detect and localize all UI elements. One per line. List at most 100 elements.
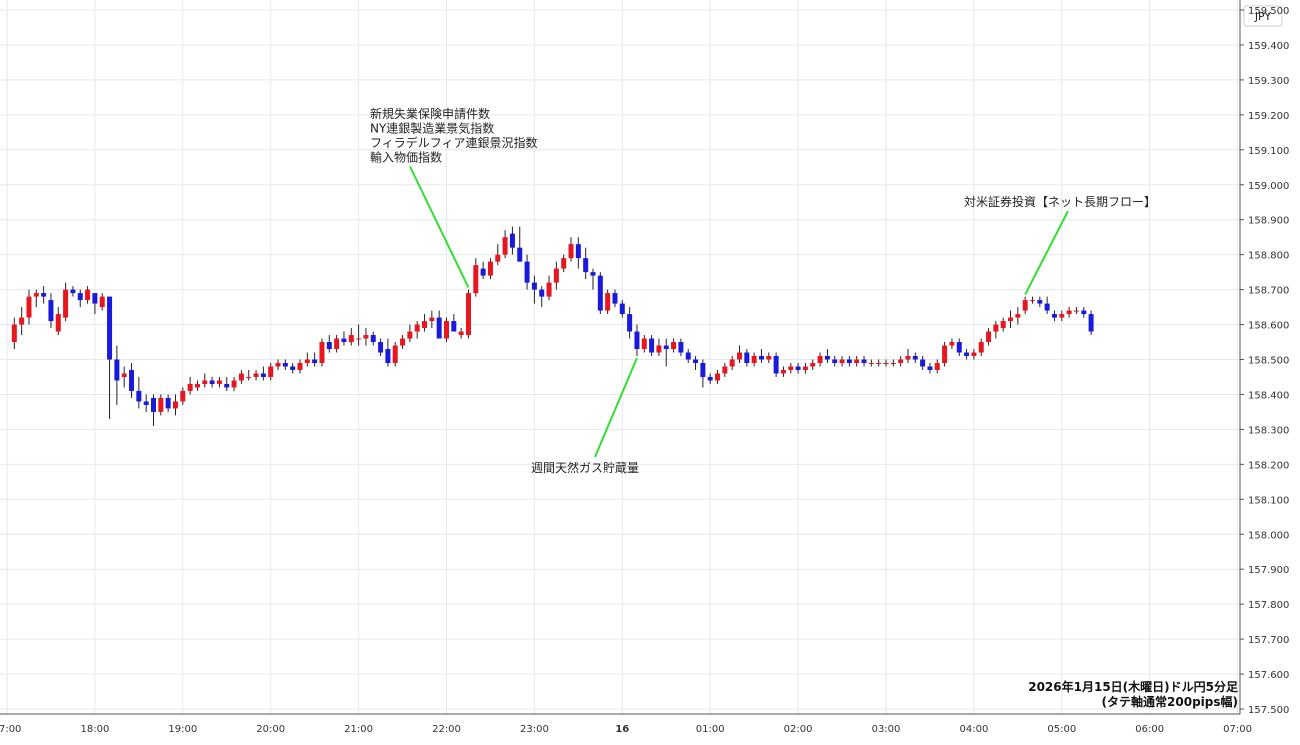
candle-body [883, 362, 889, 364]
candle-body [268, 366, 274, 377]
time-tick-label: 22:00 [432, 724, 461, 735]
candle [246, 369, 252, 381]
candle [429, 310, 435, 329]
candle [33, 289, 39, 308]
candle [129, 362, 135, 398]
candle-body [187, 383, 193, 391]
candle [817, 352, 823, 367]
candle [546, 275, 552, 301]
candle-body [509, 233, 515, 248]
annotation-label: フィラデルフィア連銀景況指数 [370, 135, 538, 150]
annotation-leader-line [594, 357, 638, 458]
candle [619, 300, 625, 318]
time-tick-label: 07:00 [1223, 724, 1252, 735]
candle [509, 226, 515, 255]
candle [839, 356, 845, 367]
currency-badge[interactable] [1243, 5, 1283, 27]
candle [773, 352, 779, 377]
candle-body [143, 401, 149, 405]
candle [964, 349, 970, 360]
price-tick-label: 158.800 [1248, 251, 1289, 262]
candle [824, 349, 830, 363]
candle [1051, 310, 1057, 322]
candle [949, 338, 955, 350]
candle [363, 328, 369, 346]
candle [898, 356, 904, 367]
annotation-leader-line [1024, 210, 1069, 296]
candle-body [231, 380, 237, 388]
candle [319, 338, 325, 367]
candle-body [627, 314, 633, 332]
candle-body [436, 317, 442, 339]
candle [487, 258, 493, 280]
candle [19, 307, 25, 336]
time-tick-label: 19:00 [168, 724, 197, 735]
candle-body [854, 359, 860, 363]
candle [180, 387, 186, 405]
candle-body [26, 296, 32, 318]
price-tick-label: 158.200 [1248, 460, 1289, 471]
candle-body [993, 324, 999, 332]
candle-body [312, 359, 318, 363]
candle [986, 328, 992, 346]
price-tick-label: 158.500 [1248, 356, 1289, 367]
candle-body [634, 331, 640, 350]
candle [524, 254, 530, 290]
candle [890, 359, 896, 367]
candle [260, 366, 266, 381]
annotation-label: 新規失業保険申請件数 [370, 106, 490, 121]
candle [700, 359, 706, 388]
candle [1044, 296, 1050, 315]
candle [846, 356, 852, 367]
candle-body [868, 362, 874, 364]
candle [107, 296, 113, 419]
candle [553, 261, 559, 290]
price-tick-label: 159.000 [1248, 181, 1289, 192]
price-tick-label: 157.900 [1248, 565, 1289, 576]
candle-body [480, 268, 486, 276]
candle-body [63, 289, 69, 318]
time-tick-label: 16 [615, 724, 629, 735]
candle [927, 362, 933, 374]
candle [612, 289, 618, 308]
price-tick-label: 158.900 [1248, 216, 1289, 227]
candle [1015, 307, 1021, 325]
candle-body [114, 359, 120, 381]
candle [1008, 310, 1014, 329]
candle [268, 362, 274, 381]
candle-body [1015, 314, 1021, 318]
candle-body [275, 362, 281, 367]
candle-body [378, 342, 384, 353]
candle-body [465, 293, 471, 336]
candle-body [1059, 314, 1065, 318]
candle [341, 331, 347, 346]
annotation: 対米証券投資【ネット長期フロー】 [964, 194, 1156, 296]
candle-body [1051, 314, 1057, 318]
candle-body [1044, 303, 1050, 311]
candle-body [553, 268, 559, 283]
candle [436, 310, 442, 339]
candle [583, 247, 589, 280]
candle-body [224, 383, 230, 388]
candle [876, 359, 882, 367]
candle [722, 362, 728, 377]
candle-body [722, 366, 728, 374]
time-tick-label: 20:00 [256, 724, 285, 735]
price-tick-label: 159.500 [1248, 6, 1289, 17]
candle-body [246, 376, 252, 378]
candle-body [539, 289, 545, 297]
candle-body [861, 359, 867, 363]
candle-body [597, 275, 603, 311]
candle [334, 335, 340, 353]
candle [1030, 296, 1035, 304]
candle-body [663, 345, 669, 350]
candle [312, 352, 318, 367]
candle [370, 331, 376, 346]
candle [378, 338, 384, 357]
candle-body [136, 390, 142, 402]
candle-body [971, 352, 977, 357]
candle-body [656, 345, 662, 353]
candle-body [253, 373, 259, 377]
candle [158, 394, 164, 416]
candle-body [751, 356, 757, 363]
